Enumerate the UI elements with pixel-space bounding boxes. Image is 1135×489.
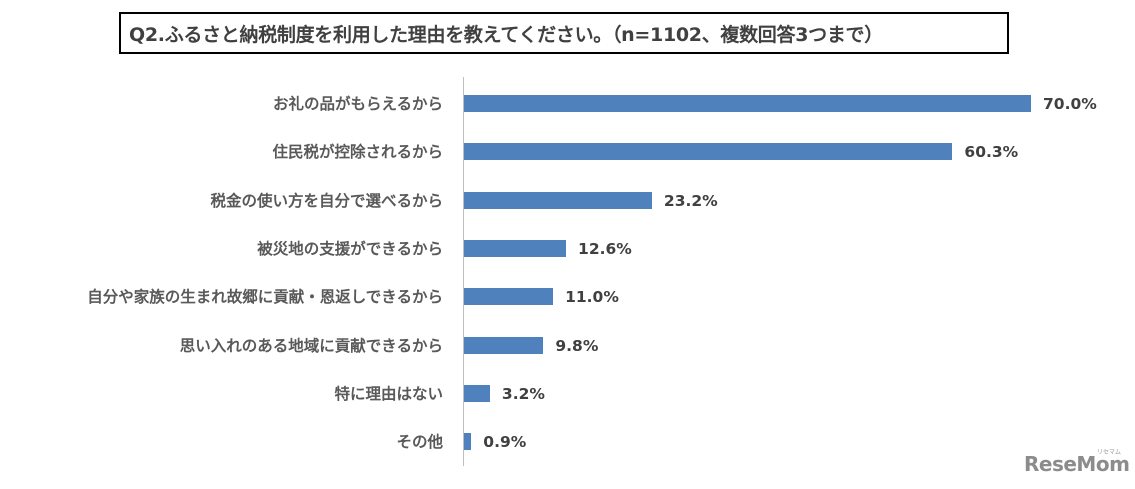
value-label: 60.3% (964, 143, 1019, 161)
value-label: 0.9% (483, 433, 527, 451)
bar-row: 税金の使い方を自分で選べるから 23.2% (0, 192, 1135, 212)
resemom-logo: ReseMom (1024, 452, 1130, 476)
bar (464, 288, 554, 305)
bar (464, 95, 1031, 112)
bar-row: 思い入れのある地域に貢献できるから 9.8% (0, 337, 1135, 357)
bar-row: その他 0.9% (0, 433, 1135, 453)
category-label: 被災地の支援ができるから (257, 240, 443, 258)
bar (464, 337, 544, 354)
bar-row: 自分や家族の生まれ故郷に貢献・恩返しできるから 11.0% (0, 288, 1135, 308)
bar-row: お礼の品がもらえるから 70.0% (0, 95, 1135, 115)
bar-row: 特に理由はない 3.2% (0, 385, 1135, 405)
category-axis-line (463, 77, 464, 466)
category-label: お礼の品がもらえるから (272, 95, 443, 113)
bar-row: 被災地の支援ができるから 12.6% (0, 240, 1135, 260)
category-label: 住民税が控除されるから (272, 143, 443, 161)
value-label: 12.6% (578, 240, 632, 258)
bar-row: 住民税が控除されるから 60.3% (0, 143, 1135, 163)
value-label: 3.2% (501, 385, 545, 403)
category-label: 思い入れのある地域に貢献できるから (179, 337, 443, 355)
bar (464, 192, 652, 209)
category-label: 特に理由はない (334, 385, 443, 403)
value-label: 70.0% (1043, 95, 1097, 113)
category-label: 自分や家族の生まれ故郷に貢献・恩返しできるから (87, 288, 443, 306)
bar (464, 433, 472, 450)
bar (464, 240, 567, 257)
value-label: 23.2% (663, 192, 718, 210)
bar (464, 143, 953, 160)
resemom-logo-sub: リセマム (1097, 449, 1122, 456)
chart-title: Q2.ふるさと納税制度を利用した理由を教えてください。（n=1102、複数回答3… (119, 12, 1009, 54)
category-label: その他 (396, 433, 443, 451)
value-label: 9.8% (555, 337, 599, 355)
bar (464, 385, 490, 402)
value-label: 11.0% (565, 288, 619, 306)
category-label: 税金の使い方を自分で選べるから (210, 192, 443, 210)
